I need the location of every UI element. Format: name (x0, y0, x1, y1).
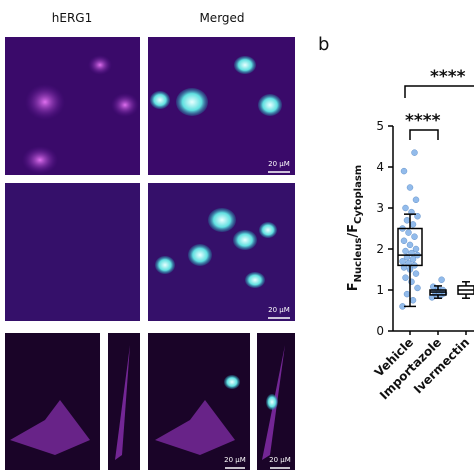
y-tick-label: 5 (376, 119, 384, 133)
y-axis-label: FNucleus/FCytoplasm (346, 165, 364, 291)
data-point (403, 290, 411, 298)
y-tick-label: 4 (376, 160, 384, 174)
data-point (402, 274, 409, 281)
y-tick-label: 3 (376, 201, 384, 215)
data-point (400, 167, 408, 175)
y-axis-label-part: Nucleus (353, 238, 364, 283)
data-point (411, 233, 418, 240)
chart: 012345FNucleus/FCytoplasmVehicleImportaz… (346, 67, 474, 402)
data-point (399, 258, 406, 265)
box (397, 227, 423, 267)
data-point (402, 204, 409, 212)
y-axis-label-part: /F (346, 224, 361, 238)
scale-bar-label: 20 μM (268, 306, 290, 314)
y-axis-label-part: Cytoplasm (353, 165, 364, 224)
column-header: Merged (199, 11, 244, 25)
data-point (406, 241, 414, 249)
data-point (411, 149, 418, 156)
y-tick-label: 0 (376, 324, 384, 338)
micrographs (5, 37, 295, 470)
y-tick-label: 1 (376, 283, 384, 297)
data-point (402, 247, 409, 255)
data-point (405, 229, 412, 236)
y-axis-label-part: F (346, 282, 361, 291)
data-point (412, 196, 420, 204)
panel-label: b (318, 34, 329, 55)
data-point (409, 221, 417, 228)
significance-bracket (409, 129, 439, 140)
data-point (409, 256, 417, 263)
scale-bar-label: 20 μM (268, 160, 290, 168)
significance-label: **** (430, 67, 466, 87)
data-point (400, 237, 408, 245)
significance-bracket (404, 85, 474, 98)
data-point (414, 284, 421, 292)
data-point (429, 283, 437, 290)
data-point (412, 270, 420, 277)
data-point (412, 245, 420, 253)
significance-label: **** (405, 111, 441, 131)
column-header: hERG1 (52, 11, 92, 25)
scale-bar-label: 20 μM (224, 456, 246, 464)
data-point (438, 276, 445, 283)
data-point (409, 297, 417, 304)
data-point (403, 217, 411, 224)
data-point (406, 184, 414, 191)
y-tick-label: 2 (376, 242, 384, 256)
scale-bar-label: 20 μM (269, 456, 291, 464)
